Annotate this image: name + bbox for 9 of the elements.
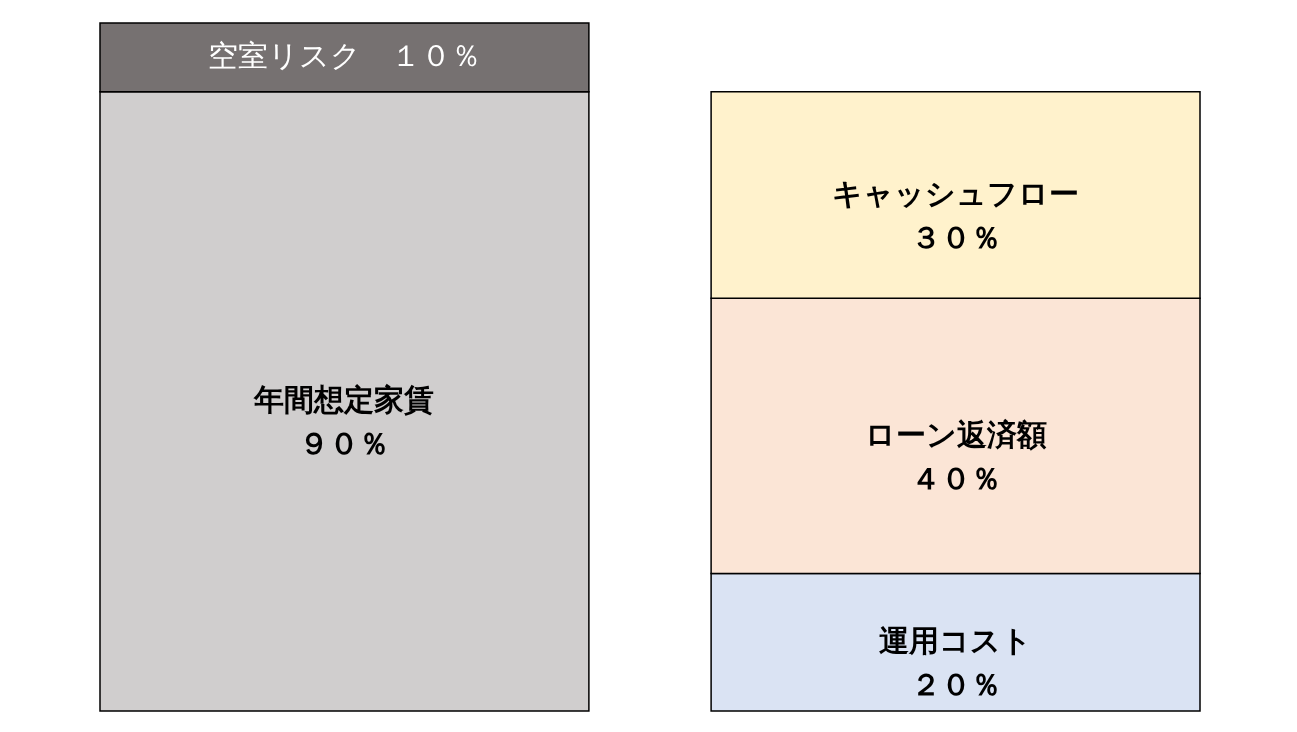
series-label: 運用コスト — [879, 623, 1033, 659]
series-label: ローン返済額 — [864, 416, 1047, 452]
data-label: ９０％ — [299, 426, 390, 462]
data-label: ３０％ — [910, 220, 1001, 255]
data-label: ４０％ — [910, 460, 1001, 496]
series-label: キャッシュフロー — [832, 176, 1080, 211]
data-label: ２０％ — [910, 667, 1001, 703]
text: 空室リスク １０％ — [207, 38, 481, 74]
series-label: 年間想定家賃 — [253, 382, 435, 418]
